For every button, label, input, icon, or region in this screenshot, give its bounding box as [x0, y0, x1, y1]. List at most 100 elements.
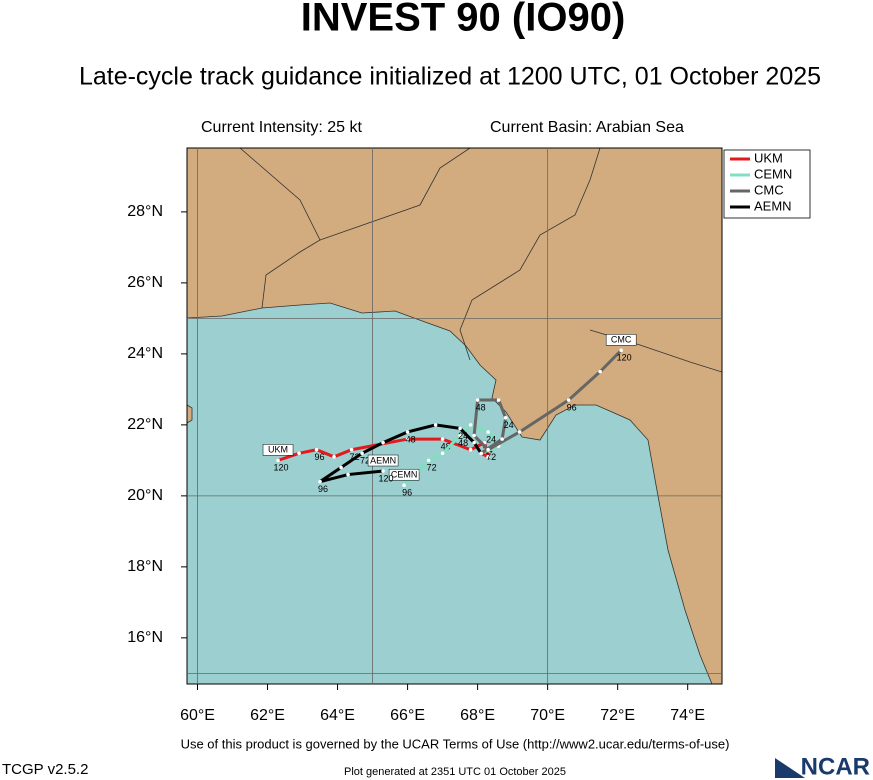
- track-point: [472, 433, 476, 438]
- subtitle: Late-cycle track guidance initialized at…: [79, 63, 821, 91]
- hour-label: 120: [274, 463, 289, 473]
- track-point: [332, 455, 336, 459]
- hour-label: 72: [427, 463, 437, 473]
- x-tick-label: 62°E: [250, 707, 285, 724]
- label-box: [367, 454, 399, 467]
- version: TCGP v2.5.2: [2, 761, 88, 778]
- y-tick-label: 24°N: [127, 345, 163, 362]
- track-point: [318, 479, 322, 484]
- x-tick-label: 70°E: [530, 707, 565, 724]
- track-point: [486, 455, 490, 459]
- plot: 60°E 62°E 64°E 66°E 68°E 70°E 72°E 74°E 16°N 18°N…: [2, 148, 870, 780]
- legend-label: CEMN: [754, 166, 792, 181]
- hour-label: 72: [360, 456, 370, 466]
- map: [187, 148, 722, 684]
- hour-label: 48: [458, 438, 468, 448]
- track-point: [402, 483, 406, 488]
- x-tick-label: 74°E: [670, 707, 705, 724]
- land: [187, 148, 722, 684]
- x-tick-label: 66°E: [390, 707, 425, 724]
- track-name: UKM: [268, 445, 288, 455]
- y-tick-label: 28°N: [127, 203, 163, 220]
- hour-label: 96: [567, 402, 577, 412]
- title: INVEST 90 (IO90): [301, 0, 626, 40]
- land: [187, 404, 193, 424]
- track-point: [598, 369, 602, 374]
- terms: Use of this product is governed by the U…: [181, 736, 730, 751]
- track-point: [486, 447, 490, 452]
- hour-label: 48: [476, 402, 486, 412]
- legend-label: CMC: [754, 182, 784, 197]
- track-point: [349, 447, 354, 452]
- track-name: CEMN: [391, 470, 418, 480]
- track-point: [297, 451, 301, 456]
- hour-label: 96: [402, 488, 412, 498]
- track-point: [381, 440, 385, 445]
- track-end-label: CEMN: [388, 468, 420, 481]
- track-point: [276, 458, 280, 463]
- track-name: CMC: [611, 335, 632, 345]
- y-tick-label: 18°N: [127, 558, 163, 575]
- track-end-label: CMC: [605, 334, 637, 346]
- track-point: [440, 451, 445, 456]
- track-point: [458, 433, 462, 438]
- track-point: [314, 447, 319, 452]
- x-tick-label: 68°E: [460, 707, 495, 724]
- track-point: [566, 398, 571, 402]
- hour-label: 24: [504, 420, 514, 430]
- legend-label: AEMN: [754, 198, 792, 213]
- label-box: [388, 468, 420, 481]
- x-tick-label: 60°E: [180, 707, 215, 724]
- y-tick-label: 22°N: [127, 416, 163, 433]
- hour-label: 72: [486, 452, 496, 462]
- track-point: [468, 447, 473, 452]
- legend-label: UKM: [754, 150, 783, 165]
- y-tick-label: 16°N: [127, 629, 163, 646]
- track-point: [472, 440, 476, 445]
- logo: NCAR: [801, 753, 870, 780]
- label-box: [262, 444, 294, 456]
- track-point: [475, 398, 480, 402]
- track-point: [440, 437, 445, 441]
- track-point: [479, 451, 483, 456]
- track-point: [405, 437, 410, 441]
- generated: Plot generated at 2351 UTC 01 October 20…: [344, 766, 566, 778]
- hour-label: 48: [406, 434, 416, 444]
- track-point: [500, 437, 504, 441]
- x-tick-label: 72°E: [600, 707, 635, 724]
- x-tick-label: 64°E: [320, 707, 355, 724]
- track-point: [346, 472, 350, 477]
- track-point: [619, 348, 623, 353]
- track-end-label: AEMN: [367, 454, 399, 467]
- track-point: [426, 458, 431, 463]
- track-point: [381, 469, 385, 473]
- intensity: Current Intensity: 25 kt: [201, 119, 363, 136]
- y-tick-label: 20°N: [127, 487, 163, 504]
- map-frame: [186, 147, 723, 685]
- logo-mark: [775, 758, 805, 778]
- track-point: [458, 426, 462, 431]
- hour-label: 96: [315, 452, 325, 462]
- track-point: [517, 430, 522, 434]
- track-end-label: UKM: [262, 444, 294, 456]
- track-point: [405, 430, 410, 434]
- y-tick-label: 26°N: [127, 274, 163, 291]
- track-point: [468, 423, 473, 427]
- track-point: [503, 415, 508, 420]
- track-point: [486, 430, 490, 434]
- grid: [187, 148, 722, 684]
- hour-label: 96: [318, 484, 328, 494]
- basin: Current Basin: Arabian Sea: [490, 119, 684, 136]
- track-point: [360, 451, 364, 456]
- hour-label: 120: [617, 353, 632, 363]
- hour-label: 120: [379, 473, 394, 483]
- hour-label: 24: [486, 434, 496, 444]
- hour-label: 24: [458, 431, 468, 441]
- track-point: [433, 423, 438, 427]
- track-point: [339, 465, 343, 470]
- label-box: [605, 334, 637, 346]
- track-name: AEMN: [370, 455, 396, 465]
- track-point: [496, 398, 501, 402]
